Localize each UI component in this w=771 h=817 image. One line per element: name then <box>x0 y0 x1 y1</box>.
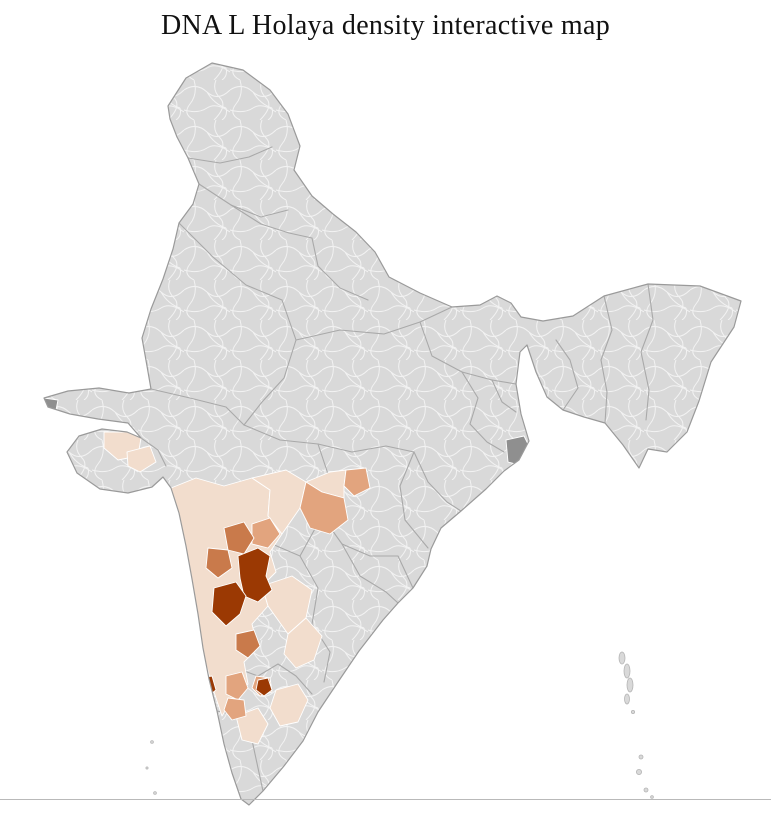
high-density-districts[interactable] <box>205 521 261 659</box>
state-border-line <box>150 388 245 426</box>
bottom-divider <box>0 799 771 800</box>
state-border-line <box>555 339 579 411</box>
state-border-line <box>198 183 289 218</box>
island[interactable] <box>624 693 630 705</box>
district-medium[interactable] <box>223 697 247 721</box>
state-border-line <box>311 237 369 301</box>
island[interactable] <box>650 795 654 799</box>
state-border-line <box>600 295 613 424</box>
state-border-line <box>187 146 273 164</box>
state-border-line <box>461 371 505 453</box>
island[interactable] <box>623 663 631 679</box>
district-high[interactable] <box>223 521 255 555</box>
district-very-high[interactable] <box>237 547 273 603</box>
district-low[interactable] <box>269 683 309 727</box>
island[interactable] <box>636 769 643 776</box>
island[interactable] <box>618 651 626 665</box>
island[interactable] <box>643 787 649 793</box>
state-border-line <box>413 451 462 512</box>
page-title: DNA L Holaya density interactive map <box>160 10 611 41</box>
district-very-high[interactable] <box>255 677 273 697</box>
island[interactable] <box>145 766 149 770</box>
district-medium[interactable] <box>299 481 349 535</box>
state-border-line <box>230 204 313 239</box>
medium-density-districts[interactable] <box>223 467 371 721</box>
district-low[interactable] <box>251 469 307 535</box>
state-border-line <box>178 222 283 301</box>
island[interactable] <box>150 740 154 744</box>
state-border-line <box>640 283 654 421</box>
state-border-line <box>140 437 167 467</box>
island[interactable] <box>638 754 644 760</box>
district-high[interactable] <box>235 629 261 659</box>
island[interactable] <box>626 677 634 693</box>
very-high-density-districts[interactable] <box>197 547 273 699</box>
district-medium[interactable] <box>225 671 249 701</box>
state-border-line <box>243 424 415 453</box>
district-very-high[interactable] <box>211 581 247 627</box>
andaman-nicobar-islands[interactable] <box>618 651 654 799</box>
district-low[interactable] <box>283 617 323 669</box>
state-border-line <box>295 306 453 341</box>
state-border-line <box>299 555 331 683</box>
district-high[interactable] <box>205 547 233 579</box>
state-border-line <box>243 299 297 426</box>
district-medium[interactable] <box>343 467 371 497</box>
state-border-line <box>491 379 517 413</box>
island[interactable] <box>631 710 636 715</box>
lakshadweep-islands[interactable] <box>145 740 157 795</box>
district-boundaries-texture <box>44 63 741 805</box>
district-low[interactable] <box>126 445 157 473</box>
state-border-line <box>341 543 399 604</box>
island[interactable] <box>153 791 157 795</box>
state-border-line <box>399 451 429 549</box>
